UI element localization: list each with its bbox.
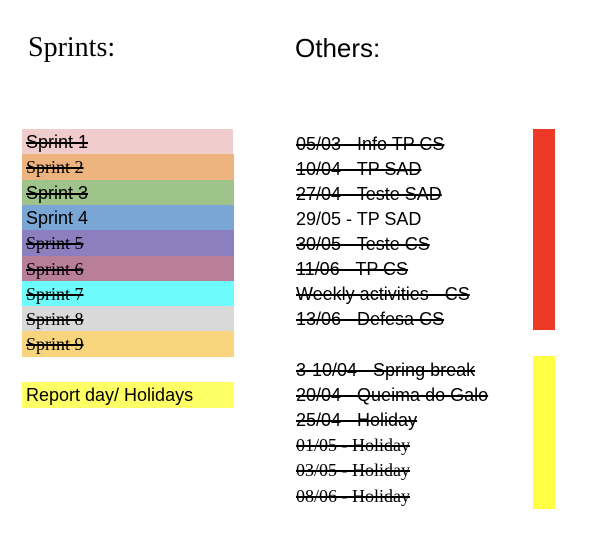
sprint-label: Sprint 6: [26, 259, 84, 279]
sprint-label: Sprint 7: [26, 284, 84, 304]
evaluation-item: 13/06 - Defesa CS: [296, 309, 445, 329]
report-day-label: Report day/ Holidays: [26, 385, 194, 405]
others-title: Others:: [295, 33, 381, 63]
holiday-item: 08/06 - Holiday: [296, 486, 410, 506]
evaluation-item: 27/04 - Teste SAD: [296, 184, 442, 204]
sprint-label: Sprint 5: [26, 233, 84, 253]
evaluation-item: Weekly activities - CS: [296, 284, 470, 304]
sprint-label: Sprint 3: [26, 183, 89, 203]
evaluation-item: 29/05 - TP SAD: [296, 209, 422, 229]
holidays-bar: [533, 356, 555, 509]
evaluation-item: 05/03 - Info TP CS: [296, 134, 445, 154]
report-day-legend: Report day/ Holidays: [22, 382, 234, 408]
sprint-label: Sprint 2: [26, 157, 84, 177]
sprint-label: Sprint 8: [26, 309, 84, 329]
evaluations-bar: [533, 129, 555, 330]
sprint-row-1: Sprint 1: [22, 129, 233, 155]
holiday-item: 20/04 - Queima do Galo: [296, 385, 489, 405]
sprint-row-7: Sprint 7: [22, 281, 234, 307]
holiday-item: 3-10/04 - Spring break: [296, 360, 476, 380]
evaluation-item: 11/06 - TP CS: [296, 259, 409, 279]
sprint-label: Sprint 4: [26, 208, 89, 228]
sprints-title: Sprints:: [28, 32, 116, 63]
sprint-row-8: Sprint 8: [22, 306, 234, 332]
sprint-row-4: Sprint 4: [22, 205, 234, 231]
sprint-label: Sprint 9: [26, 334, 84, 354]
holiday-item: 01/05 - Holiday: [296, 435, 410, 455]
sprint-row-5: Sprint 5: [22, 230, 234, 256]
sprint-row-3: Sprint 3: [22, 180, 234, 206]
evaluation-item: 10/04 - TP SAD: [296, 159, 422, 179]
holiday-item: 03/05 - Holiday: [296, 460, 410, 480]
sprint-label: Sprint 1: [26, 132, 89, 152]
sprint-row-2: Sprint 2: [22, 154, 234, 180]
sprint-row-9: Sprint 9: [22, 331, 234, 357]
evaluation-item: 30/05 - Teste CS: [296, 234, 430, 254]
holiday-item: 25/04 - Holiday: [296, 410, 418, 430]
sprint-row-6: Sprint 6: [22, 256, 234, 282]
